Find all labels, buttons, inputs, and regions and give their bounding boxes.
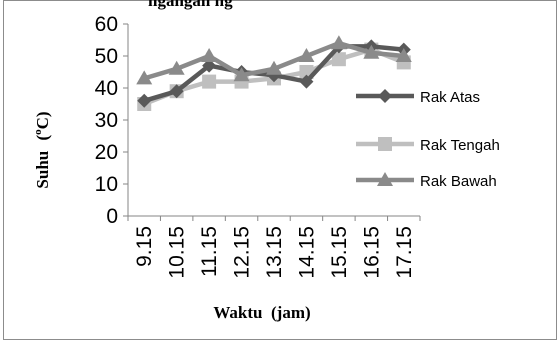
chart-title-fragment: ngangan ng (148, 0, 233, 10)
data-point (169, 84, 184, 99)
legend-item: Rak Atas (356, 89, 480, 106)
data-point (137, 93, 152, 108)
legend-marker (378, 89, 392, 103)
data-point (363, 44, 380, 59)
x-tick-label: 17.15 (393, 226, 416, 279)
x-tick-label: 12.15 (231, 226, 254, 279)
legend-label: Rak Bawah (420, 173, 497, 190)
data-point (202, 74, 217, 89)
data-point (330, 35, 347, 50)
legend: Rak Atas Rak Tengah Rak Bawah (356, 89, 500, 190)
y-axis-title-sup: o (32, 129, 44, 135)
x-tick-label: 9.15 (133, 226, 156, 267)
legend-label: Rak Tengah (420, 137, 500, 154)
y-axis-title: Suhu (oC) (32, 111, 52, 188)
data-point (136, 70, 153, 85)
series-layer (136, 35, 412, 111)
x-axis-title: Waktu (jam) (213, 303, 310, 322)
legend-item: Rak Bawah (356, 172, 497, 190)
y-tick-label: 10 (95, 173, 118, 196)
x-tick-label: 15.15 (328, 226, 351, 279)
data-point (201, 48, 218, 62)
data-point (298, 48, 315, 62)
data-point (331, 52, 346, 67)
x-tick-label: 11.15 (198, 226, 221, 277)
legend-marker (378, 137, 392, 151)
x-tick-label: 13.15 (263, 226, 286, 279)
x-tick-label: 16.15 (360, 226, 383, 279)
data-point (299, 74, 314, 89)
y-tick-label: 20 (95, 141, 118, 164)
y-tick-label: 40 (95, 77, 118, 100)
legend-label: Rak Atas (420, 89, 480, 106)
y-tick-label: 50 (95, 45, 118, 68)
data-point (202, 58, 217, 73)
x-tick-label: 10.15 (166, 226, 189, 279)
y-axis-title-word: Suhu (33, 151, 52, 189)
chart-border (3, 0, 557, 340)
y-tick-label: 60 (95, 13, 118, 36)
series-rak-bawah (136, 35, 412, 85)
data-point (266, 60, 282, 75)
y-axis-title-unit: C) (33, 111, 52, 129)
data-point (168, 60, 185, 75)
y-axis-title-open: ( (33, 135, 52, 141)
y-tick-label: 30 (95, 109, 118, 132)
data-point (395, 48, 412, 62)
x-tick-label: 14.15 (295, 226, 318, 279)
legend-marker (377, 172, 393, 186)
data-point (233, 67, 250, 82)
y-tick-label: 0 (106, 205, 118, 228)
legend-item: Rak Tengah (356, 137, 500, 154)
axes: 0 10 20 30 40 50 60 9.15 10.15 11.15 12.15 13.15 14.… (95, 13, 421, 279)
